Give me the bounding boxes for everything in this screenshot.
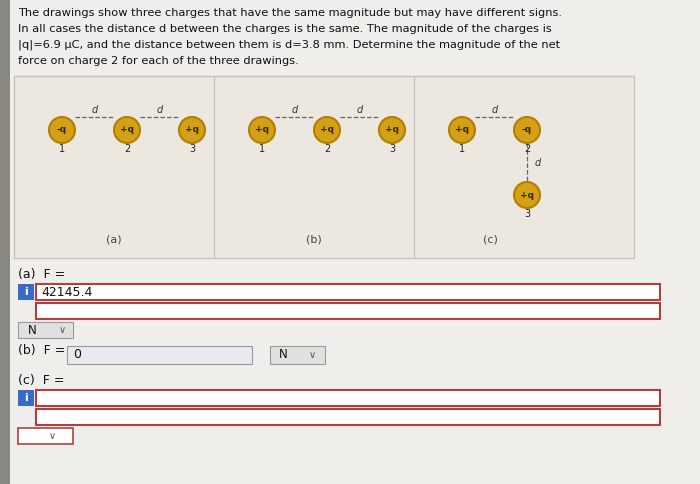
- Text: 3: 3: [524, 209, 530, 219]
- Circle shape: [514, 182, 540, 208]
- Text: 2: 2: [124, 144, 130, 154]
- FancyBboxPatch shape: [36, 303, 660, 319]
- Circle shape: [249, 117, 275, 143]
- Text: (b): (b): [306, 235, 322, 245]
- Text: d: d: [535, 157, 541, 167]
- Circle shape: [49, 117, 75, 143]
- Text: N: N: [28, 323, 36, 336]
- Text: 2: 2: [324, 144, 330, 154]
- Circle shape: [314, 117, 340, 143]
- Text: 0: 0: [73, 348, 81, 362]
- Text: +q: +q: [320, 125, 334, 135]
- Text: i: i: [24, 287, 28, 297]
- Text: 1: 1: [59, 144, 65, 154]
- Text: 42145.4: 42145.4: [41, 286, 92, 299]
- FancyBboxPatch shape: [0, 0, 10, 484]
- FancyBboxPatch shape: [18, 322, 73, 338]
- Text: 3: 3: [189, 144, 195, 154]
- Text: (a): (a): [106, 235, 122, 245]
- FancyBboxPatch shape: [18, 284, 34, 300]
- Text: i: i: [24, 393, 28, 403]
- Text: In all cases the distance d between the charges is the same. The magnitude of th: In all cases the distance d between the …: [18, 24, 552, 34]
- Text: +q: +q: [385, 125, 399, 135]
- Text: d: d: [491, 105, 498, 115]
- Text: -q: -q: [57, 125, 67, 135]
- Text: +q: +q: [185, 125, 199, 135]
- Circle shape: [379, 117, 405, 143]
- FancyBboxPatch shape: [270, 346, 325, 364]
- Text: -q: -q: [522, 125, 532, 135]
- Circle shape: [114, 117, 140, 143]
- FancyBboxPatch shape: [36, 409, 660, 425]
- Text: (b)  F =: (b) F =: [18, 344, 65, 357]
- Text: ∨: ∨: [48, 431, 55, 441]
- Text: d: d: [156, 105, 162, 115]
- Text: 3: 3: [389, 144, 395, 154]
- FancyBboxPatch shape: [36, 390, 660, 406]
- Text: |q|=6.9 μC, and the distance between them is d=3.8 mm. Determine the magnitude o: |q|=6.9 μC, and the distance between the…: [18, 40, 560, 50]
- FancyBboxPatch shape: [36, 284, 660, 300]
- Text: (c)  F =: (c) F =: [18, 374, 64, 387]
- Text: N: N: [279, 348, 288, 362]
- Text: ∨: ∨: [58, 325, 66, 335]
- Text: 1: 1: [259, 144, 265, 154]
- Text: The drawings show three charges that have the same magnitude but may have differ: The drawings show three charges that hav…: [18, 8, 562, 18]
- FancyBboxPatch shape: [67, 346, 252, 364]
- Text: ∨: ∨: [309, 350, 316, 360]
- FancyBboxPatch shape: [18, 428, 73, 444]
- FancyBboxPatch shape: [14, 76, 634, 258]
- Text: force on charge 2 for each of the three drawings.: force on charge 2 for each of the three …: [18, 56, 299, 66]
- Text: +q: +q: [520, 191, 534, 199]
- Text: +q: +q: [255, 125, 269, 135]
- Text: 2: 2: [524, 144, 530, 154]
- Text: 1: 1: [459, 144, 465, 154]
- Circle shape: [449, 117, 475, 143]
- Circle shape: [179, 117, 205, 143]
- Circle shape: [514, 117, 540, 143]
- Text: +q: +q: [455, 125, 469, 135]
- Text: d: d: [356, 105, 363, 115]
- FancyBboxPatch shape: [18, 390, 34, 406]
- Text: d: d: [92, 105, 97, 115]
- Text: (a)  F =: (a) F =: [18, 268, 65, 281]
- Text: d: d: [291, 105, 298, 115]
- Text: +q: +q: [120, 125, 134, 135]
- Text: (c): (c): [482, 235, 498, 245]
